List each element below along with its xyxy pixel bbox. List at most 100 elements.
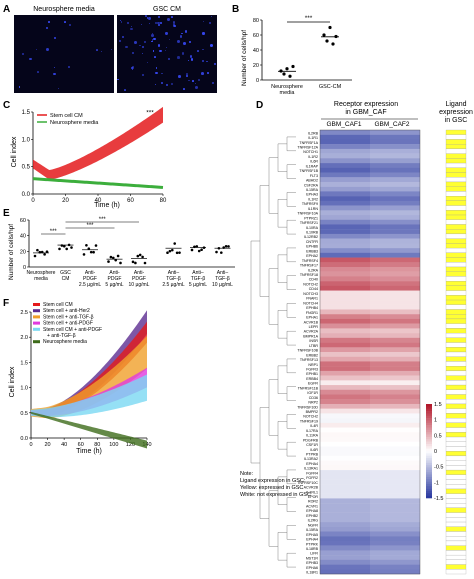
legend-swatch xyxy=(33,303,40,306)
ligand-cell xyxy=(445,503,467,508)
legend-label: Stem cell CM xyxy=(50,113,83,119)
heatmap-cell xyxy=(320,257,370,263)
gene-label: NOTCH2 xyxy=(303,415,318,419)
gene-label: EPHA3 xyxy=(306,193,318,197)
nucleus-dot xyxy=(202,32,205,35)
ligand-cell xyxy=(445,507,467,513)
heatmap-cell xyxy=(320,432,370,438)
nucleus-dot xyxy=(192,80,194,82)
dendrogram-branch xyxy=(286,358,296,374)
heatmap-cell xyxy=(370,309,420,315)
gene-label: IL2RB xyxy=(308,131,319,135)
nucleus-dot xyxy=(35,49,38,51)
heatmap-cell xyxy=(320,366,370,372)
gene-label: NOTCH3 xyxy=(303,292,318,296)
heatmap-cell xyxy=(370,522,420,527)
gene-label: TNFRSF9 xyxy=(302,202,318,206)
gene-label: PTPRZ1 xyxy=(304,216,318,220)
nucleus-dot xyxy=(159,49,162,53)
heatmap-cell xyxy=(320,422,370,428)
ligand-cell xyxy=(445,451,467,457)
gene-label: TNFRSF17 xyxy=(300,264,318,268)
ligand-cell xyxy=(445,465,467,471)
colorbar-step xyxy=(426,462,432,466)
data-point xyxy=(60,244,64,247)
ligand-cell xyxy=(445,550,467,556)
note-line: Yellow: expressed in GSC xyxy=(240,485,304,491)
nucleus-dot xyxy=(141,45,144,48)
x-category-label: PDGF xyxy=(132,276,146,282)
dendrogram-branch xyxy=(277,310,287,339)
heatmap-cell xyxy=(370,446,420,452)
heatmap-cell xyxy=(320,342,370,348)
heatmap-cell xyxy=(320,460,370,466)
nucleus-dot xyxy=(157,15,160,18)
heatmap-cell xyxy=(320,522,370,527)
heatmap-cell xyxy=(370,328,420,334)
nucleus-dot xyxy=(18,86,21,88)
colorbar-step xyxy=(426,406,432,409)
ligand-cell xyxy=(445,380,467,386)
heatmap-cell xyxy=(320,219,370,225)
data-point xyxy=(285,67,289,71)
x-tick-label: 60 xyxy=(78,442,84,448)
gene-label: IL1R1 xyxy=(308,136,318,140)
heatmap-cell xyxy=(320,394,370,400)
heatmap-cell xyxy=(320,498,370,504)
ligand-cell xyxy=(445,554,467,560)
heatmap-cell xyxy=(320,545,370,551)
gene-label: EGFR xyxy=(308,382,318,386)
gene-label: IL6R xyxy=(310,160,318,164)
data-point xyxy=(171,248,174,252)
ligand-cell xyxy=(445,564,467,570)
heatmap-cell xyxy=(370,300,420,305)
ligand-cell xyxy=(445,394,467,400)
dendrogram-branch xyxy=(277,254,287,283)
heatmap-cell xyxy=(320,441,370,447)
ligand-note: Note: Ligand expression in GSC: Yellow: … xyxy=(240,471,350,499)
gene-label: NOTCH2 xyxy=(303,282,318,286)
dendrogram-branch xyxy=(259,185,269,297)
gene-label: FNGR1 xyxy=(306,311,318,315)
data-point xyxy=(195,245,199,248)
ligand-cell xyxy=(445,290,467,296)
data-point xyxy=(45,250,49,253)
nucleus-dot xyxy=(48,21,50,23)
nucleus-dot xyxy=(119,19,122,22)
heatmap-cell xyxy=(370,285,420,291)
nucleus-dot xyxy=(138,44,141,47)
ligand-cell xyxy=(445,446,467,452)
heatmap-cell xyxy=(320,512,370,518)
panel-letter-f: F xyxy=(3,298,10,309)
nucleus-dot xyxy=(146,17,149,19)
nucleus-dot xyxy=(158,24,161,27)
ligand-cell xyxy=(445,224,467,230)
heatmap-cell xyxy=(370,385,420,390)
gene-label: EPHA2 xyxy=(306,254,318,258)
nucleus-dot xyxy=(171,83,174,86)
gene-label: CD36 xyxy=(309,396,318,400)
data-point xyxy=(116,254,120,258)
colorbar-step xyxy=(426,413,432,417)
nucleus-dot xyxy=(155,72,158,75)
legend-swatch xyxy=(33,340,40,344)
ligand-cell xyxy=(445,167,467,173)
ligand-cell xyxy=(445,257,467,263)
ligand-cell xyxy=(445,418,467,423)
heatmap-cell xyxy=(320,300,370,305)
colorbar-step xyxy=(426,441,432,445)
heatmap-cell xyxy=(370,375,420,381)
x-category-label: 2.5 µg/mL xyxy=(162,282,185,288)
gene-label: TNFRSF1B xyxy=(299,169,318,173)
gene-label: IL18RB xyxy=(306,547,319,551)
heatmap-cell xyxy=(370,205,420,211)
ligand-cell xyxy=(445,484,467,490)
ligand-cell xyxy=(445,148,467,154)
dendrogram-branch xyxy=(277,199,287,228)
x-category-label: PDGF xyxy=(108,276,122,282)
nucleus-dot xyxy=(131,26,133,28)
nucleus-dot xyxy=(67,66,70,68)
heatmap-cell xyxy=(370,418,420,424)
x-tick-label: 0 xyxy=(31,198,35,204)
heatmap-cell xyxy=(320,493,370,499)
